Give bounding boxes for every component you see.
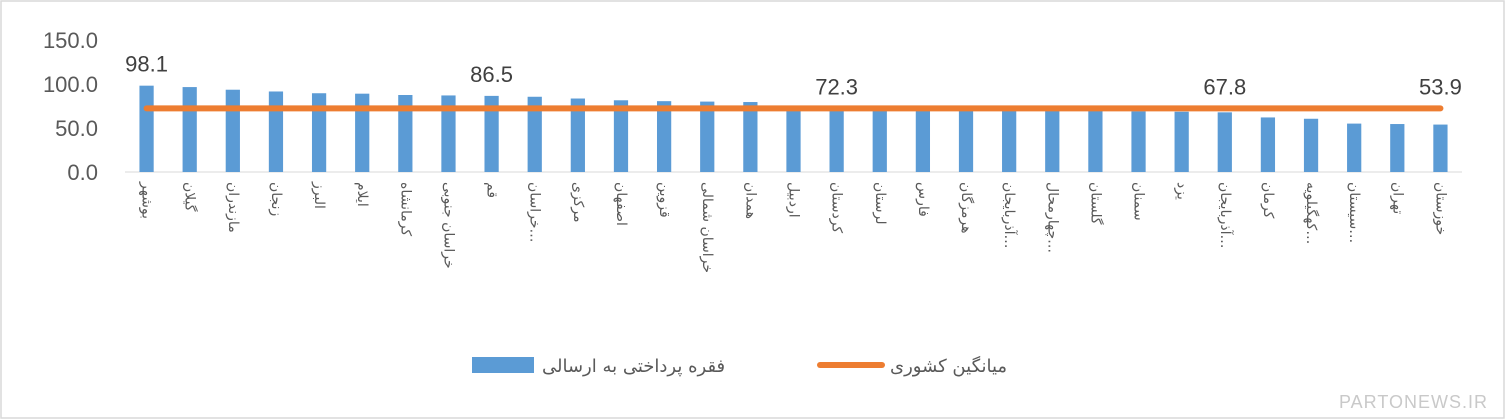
bar (1217, 112, 1232, 172)
bar (139, 85, 154, 172)
bar (1390, 124, 1405, 172)
y-tick-label: 100.0 (43, 72, 98, 97)
category-label: همدان (742, 182, 758, 219)
category-label: اصفهان (613, 182, 629, 226)
bar (613, 100, 629, 172)
category-label: آذربایجان… (1001, 182, 1018, 249)
category-label: تهران (1389, 182, 1405, 214)
category-label: لرستان (872, 182, 888, 225)
bar (1002, 109, 1017, 172)
legend-swatch-bar (472, 357, 534, 373)
y-tick-label: 0.0 (67, 160, 98, 185)
category-label: آذربایجان… (1217, 182, 1234, 249)
category-label: یزد (1174, 182, 1190, 200)
category-label: کردستان (829, 182, 845, 233)
bar (398, 95, 413, 172)
category-label: مرکزی (570, 182, 586, 223)
category-label: مازندران (225, 182, 241, 233)
data-label: 86.5 (470, 62, 513, 87)
bar (225, 89, 240, 172)
bar (1433, 124, 1448, 172)
bar (700, 101, 715, 172)
category-label: سیستان… (1346, 182, 1362, 243)
bar (656, 101, 672, 172)
category-label: چهارمحال… (1044, 182, 1060, 253)
bar (872, 108, 887, 172)
category-label: بوشهر (139, 181, 155, 219)
legend-label-bar: فقره پرداختی به ارسالی (542, 356, 725, 377)
category-label: کرمانشاه (397, 182, 413, 236)
bar (570, 98, 585, 172)
y-tick-label: 150.0 (43, 28, 98, 53)
bar (1303, 118, 1319, 172)
bar (786, 108, 801, 172)
category-label: فارس (915, 182, 931, 217)
data-label: 53.9 (1419, 74, 1462, 99)
bar (958, 109, 974, 172)
data-label: 67.8 (1203, 74, 1246, 99)
legend-label-line: میانگین کشوری (890, 355, 1007, 377)
watermark-text: PARTONEWS.IR (1339, 392, 1488, 412)
category-label: ایلام (354, 182, 370, 207)
bar (915, 109, 931, 172)
category-label: گلستان (1087, 182, 1104, 225)
data-label: 72.3 (815, 74, 858, 99)
bar (1045, 110, 1060, 172)
y-tick-label: 50.0 (55, 116, 98, 141)
category-label: زنجان (268, 182, 284, 216)
category-label: خراسان… (527, 182, 543, 243)
category-label: خراسان شمالی (699, 182, 715, 273)
category-label: کرمان (1260, 182, 1276, 219)
category-label: خراسان جنوبی (440, 182, 456, 269)
category-label: کهگیلویه… (1303, 182, 1320, 244)
bar (355, 93, 370, 172)
bar (1260, 117, 1276, 172)
category-label: خوزستان (1432, 182, 1448, 235)
bar (527, 96, 542, 172)
category-label: قم (484, 182, 500, 198)
bar (1131, 111, 1146, 172)
bar (441, 95, 456, 172)
category-label: قزوین (656, 182, 672, 218)
category-label: البرز (311, 181, 327, 209)
category-label: سمنان (1131, 182, 1147, 221)
category-label: گیلان (182, 182, 199, 212)
bar (1088, 110, 1103, 172)
bar (311, 93, 327, 172)
bar (1174, 111, 1189, 172)
bar (829, 108, 844, 172)
bar (743, 102, 758, 172)
bar (268, 91, 284, 172)
bar (484, 95, 499, 172)
data-label: 98.1 (125, 52, 168, 77)
category-label: هرمزگان (958, 182, 975, 234)
bar (182, 87, 197, 172)
category-label: اردبیل (786, 182, 802, 218)
bar (1347, 123, 1362, 172)
